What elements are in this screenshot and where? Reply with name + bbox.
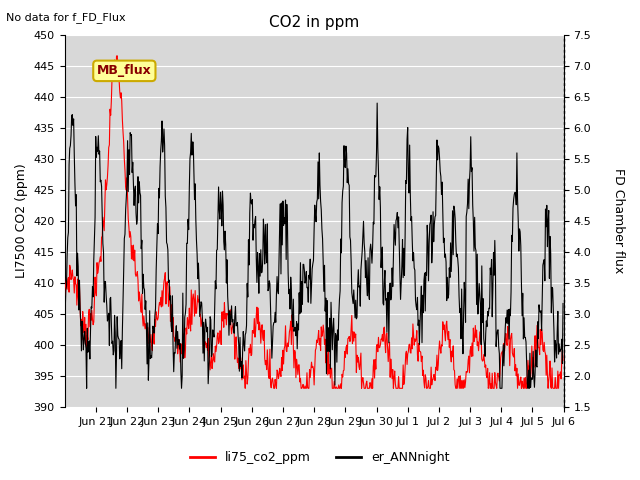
Text: No data for f_FD_Flux: No data for f_FD_Flux <box>6 12 126 23</box>
Y-axis label: LI7500 CO2 (ppm): LI7500 CO2 (ppm) <box>15 164 28 278</box>
Text: MB_flux: MB_flux <box>97 64 152 77</box>
Title: CO2 in ppm: CO2 in ppm <box>269 15 359 30</box>
Legend: li75_co2_ppm, er_ANNnight: li75_co2_ppm, er_ANNnight <box>186 446 454 469</box>
Y-axis label: FD Chamber flux: FD Chamber flux <box>612 168 625 274</box>
